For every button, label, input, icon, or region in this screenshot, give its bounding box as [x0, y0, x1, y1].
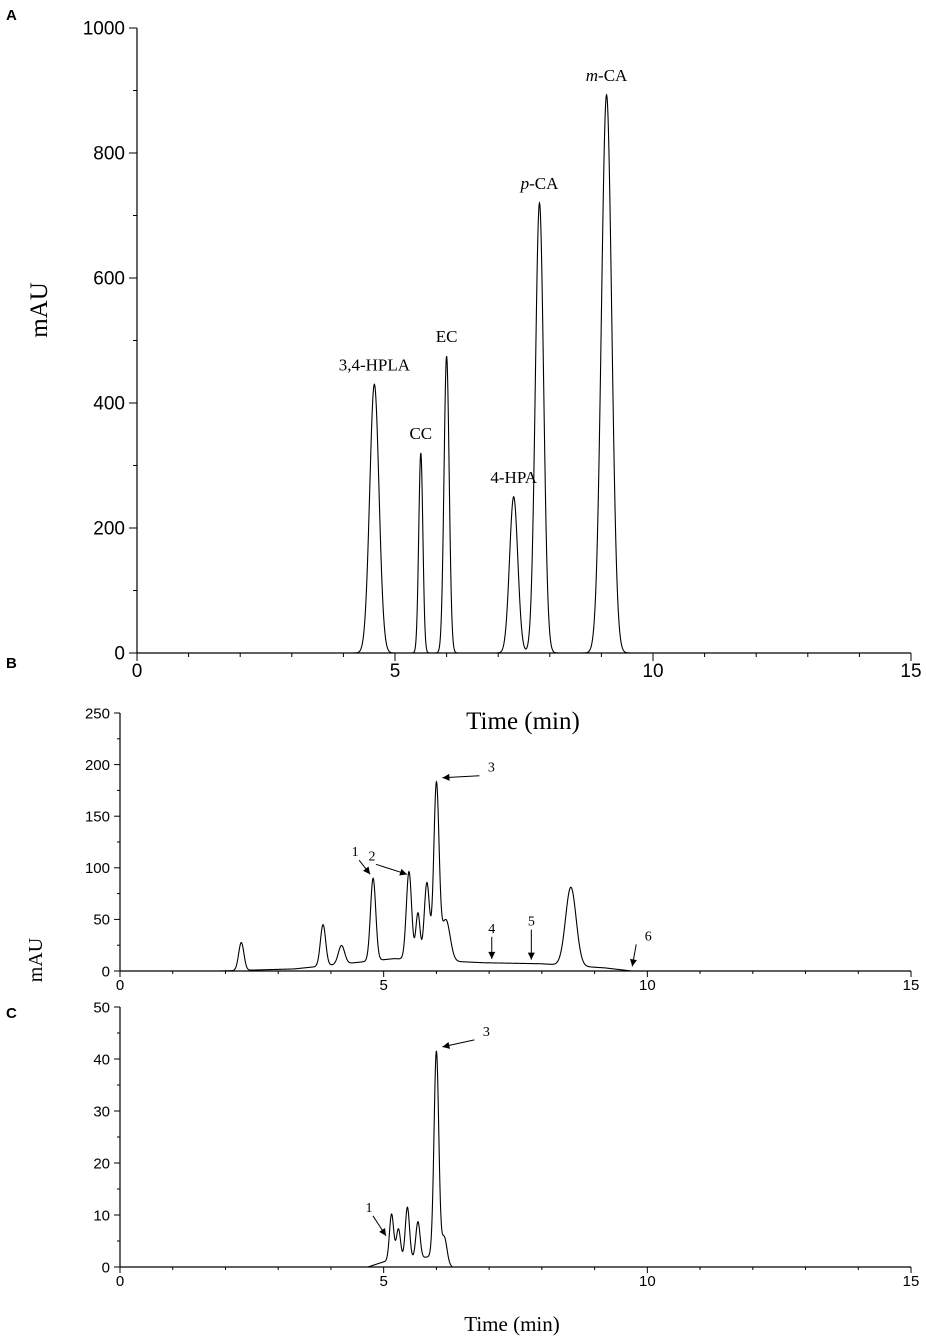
y-tick-label: 250: [85, 705, 110, 722]
x-tick-label: 15: [903, 1273, 920, 1290]
panel-letter-c: C: [6, 1005, 17, 1022]
chromatogram-trace: [343, 93, 643, 654]
peak-number-label: 1: [365, 1201, 372, 1216]
annotation-arrowhead: [379, 1228, 386, 1236]
x-tick-label: 0: [116, 977, 124, 994]
y-tick-label: 600: [93, 269, 125, 290]
annotation-arrowhead: [630, 958, 637, 967]
y-tick-label: 40: [93, 1051, 110, 1068]
y-tick-label: 0: [102, 963, 110, 980]
peak-label: 4-HPA: [490, 468, 537, 487]
peak-label: p-CA: [520, 174, 560, 193]
x-tick-label: 15: [900, 661, 921, 682]
y-tick-label: 200: [93, 519, 125, 540]
peak-label: m-CA: [586, 66, 628, 85]
peak-number-label: 6: [645, 929, 652, 944]
y-tick-label: 0: [102, 1259, 110, 1276]
y-tick-label: 150: [85, 808, 110, 825]
annotation-arrowhead: [363, 866, 371, 875]
x-tick-label: 15: [903, 977, 920, 994]
y-tick-label: 200: [85, 757, 110, 774]
peak-number-label: 3: [483, 1025, 490, 1040]
x-tick-label: 10: [642, 661, 663, 682]
chromatogram-trace: [220, 780, 632, 972]
x-axis-label: Time (min): [466, 708, 580, 735]
plot-area: 0 5 10 15 0 200 400 600 800 1000 3,4-HPLA CC EC 4-HPA…: [83, 19, 922, 682]
x-tick-label: 5: [390, 661, 401, 682]
panel-letter-b: B: [6, 655, 17, 672]
x-axis-label: Time (min): [464, 1312, 559, 1336]
y-tick-label: 0: [114, 644, 125, 665]
plot-area: 0 5 10 15 0 10 20 30 40 50 1 3: [93, 999, 919, 1290]
peak-number-label: 2: [369, 849, 376, 864]
y-tick-label: 30: [93, 1103, 110, 1120]
y-axis-label: mAU: [26, 282, 53, 338]
peak-label: CC: [409, 424, 432, 443]
x-tick-label: 0: [132, 661, 143, 682]
y-tick-label: 800: [93, 144, 125, 165]
y-tick-label: 400: [93, 394, 125, 415]
x-tick-label: 5: [379, 977, 387, 994]
peak-label: EC: [436, 327, 458, 346]
peak-label: 3,4-HPLA: [339, 355, 411, 374]
annotation-arrowhead: [488, 951, 496, 959]
annotation-arrowhead: [442, 1041, 450, 1049]
y-tick-label: 100: [85, 860, 110, 877]
y-tick-label: 20: [93, 1155, 110, 1172]
annotation-arrowhead: [399, 868, 408, 876]
chromatogram-trace: [367, 1050, 453, 1268]
x-tick-label: 5: [379, 1273, 387, 1290]
y-tick-label: 1000: [83, 19, 125, 40]
peak-number-label: 1: [352, 845, 359, 860]
peak-number-label: 3: [488, 761, 495, 776]
annotation-arrowhead: [442, 773, 450, 781]
chart-panel-a: 0 5 10 15 0 200 400 600 800 1000 3,4-HPLA CC EC 4-HPA…: [26, 19, 922, 735]
y-tick-label: 50: [93, 912, 110, 929]
y-tick-label: 10: [93, 1207, 110, 1224]
x-tick-label: 10: [639, 977, 656, 994]
x-tick-label: 10: [639, 1273, 656, 1290]
y-tick-label: 50: [93, 999, 110, 1016]
peak-number-label: 4: [488, 922, 495, 937]
peak-number-label: 5: [528, 915, 535, 930]
y-axis-label-bc: mAU: [25, 937, 47, 982]
panel-letter-a: A: [6, 7, 17, 24]
annotation-arrowhead: [527, 952, 535, 960]
chart-panel-c: 0 5 10 15 0 10 20 30 40 50 1 3 Time (min): [93, 999, 919, 1336]
x-tick-label: 0: [116, 1273, 124, 1290]
